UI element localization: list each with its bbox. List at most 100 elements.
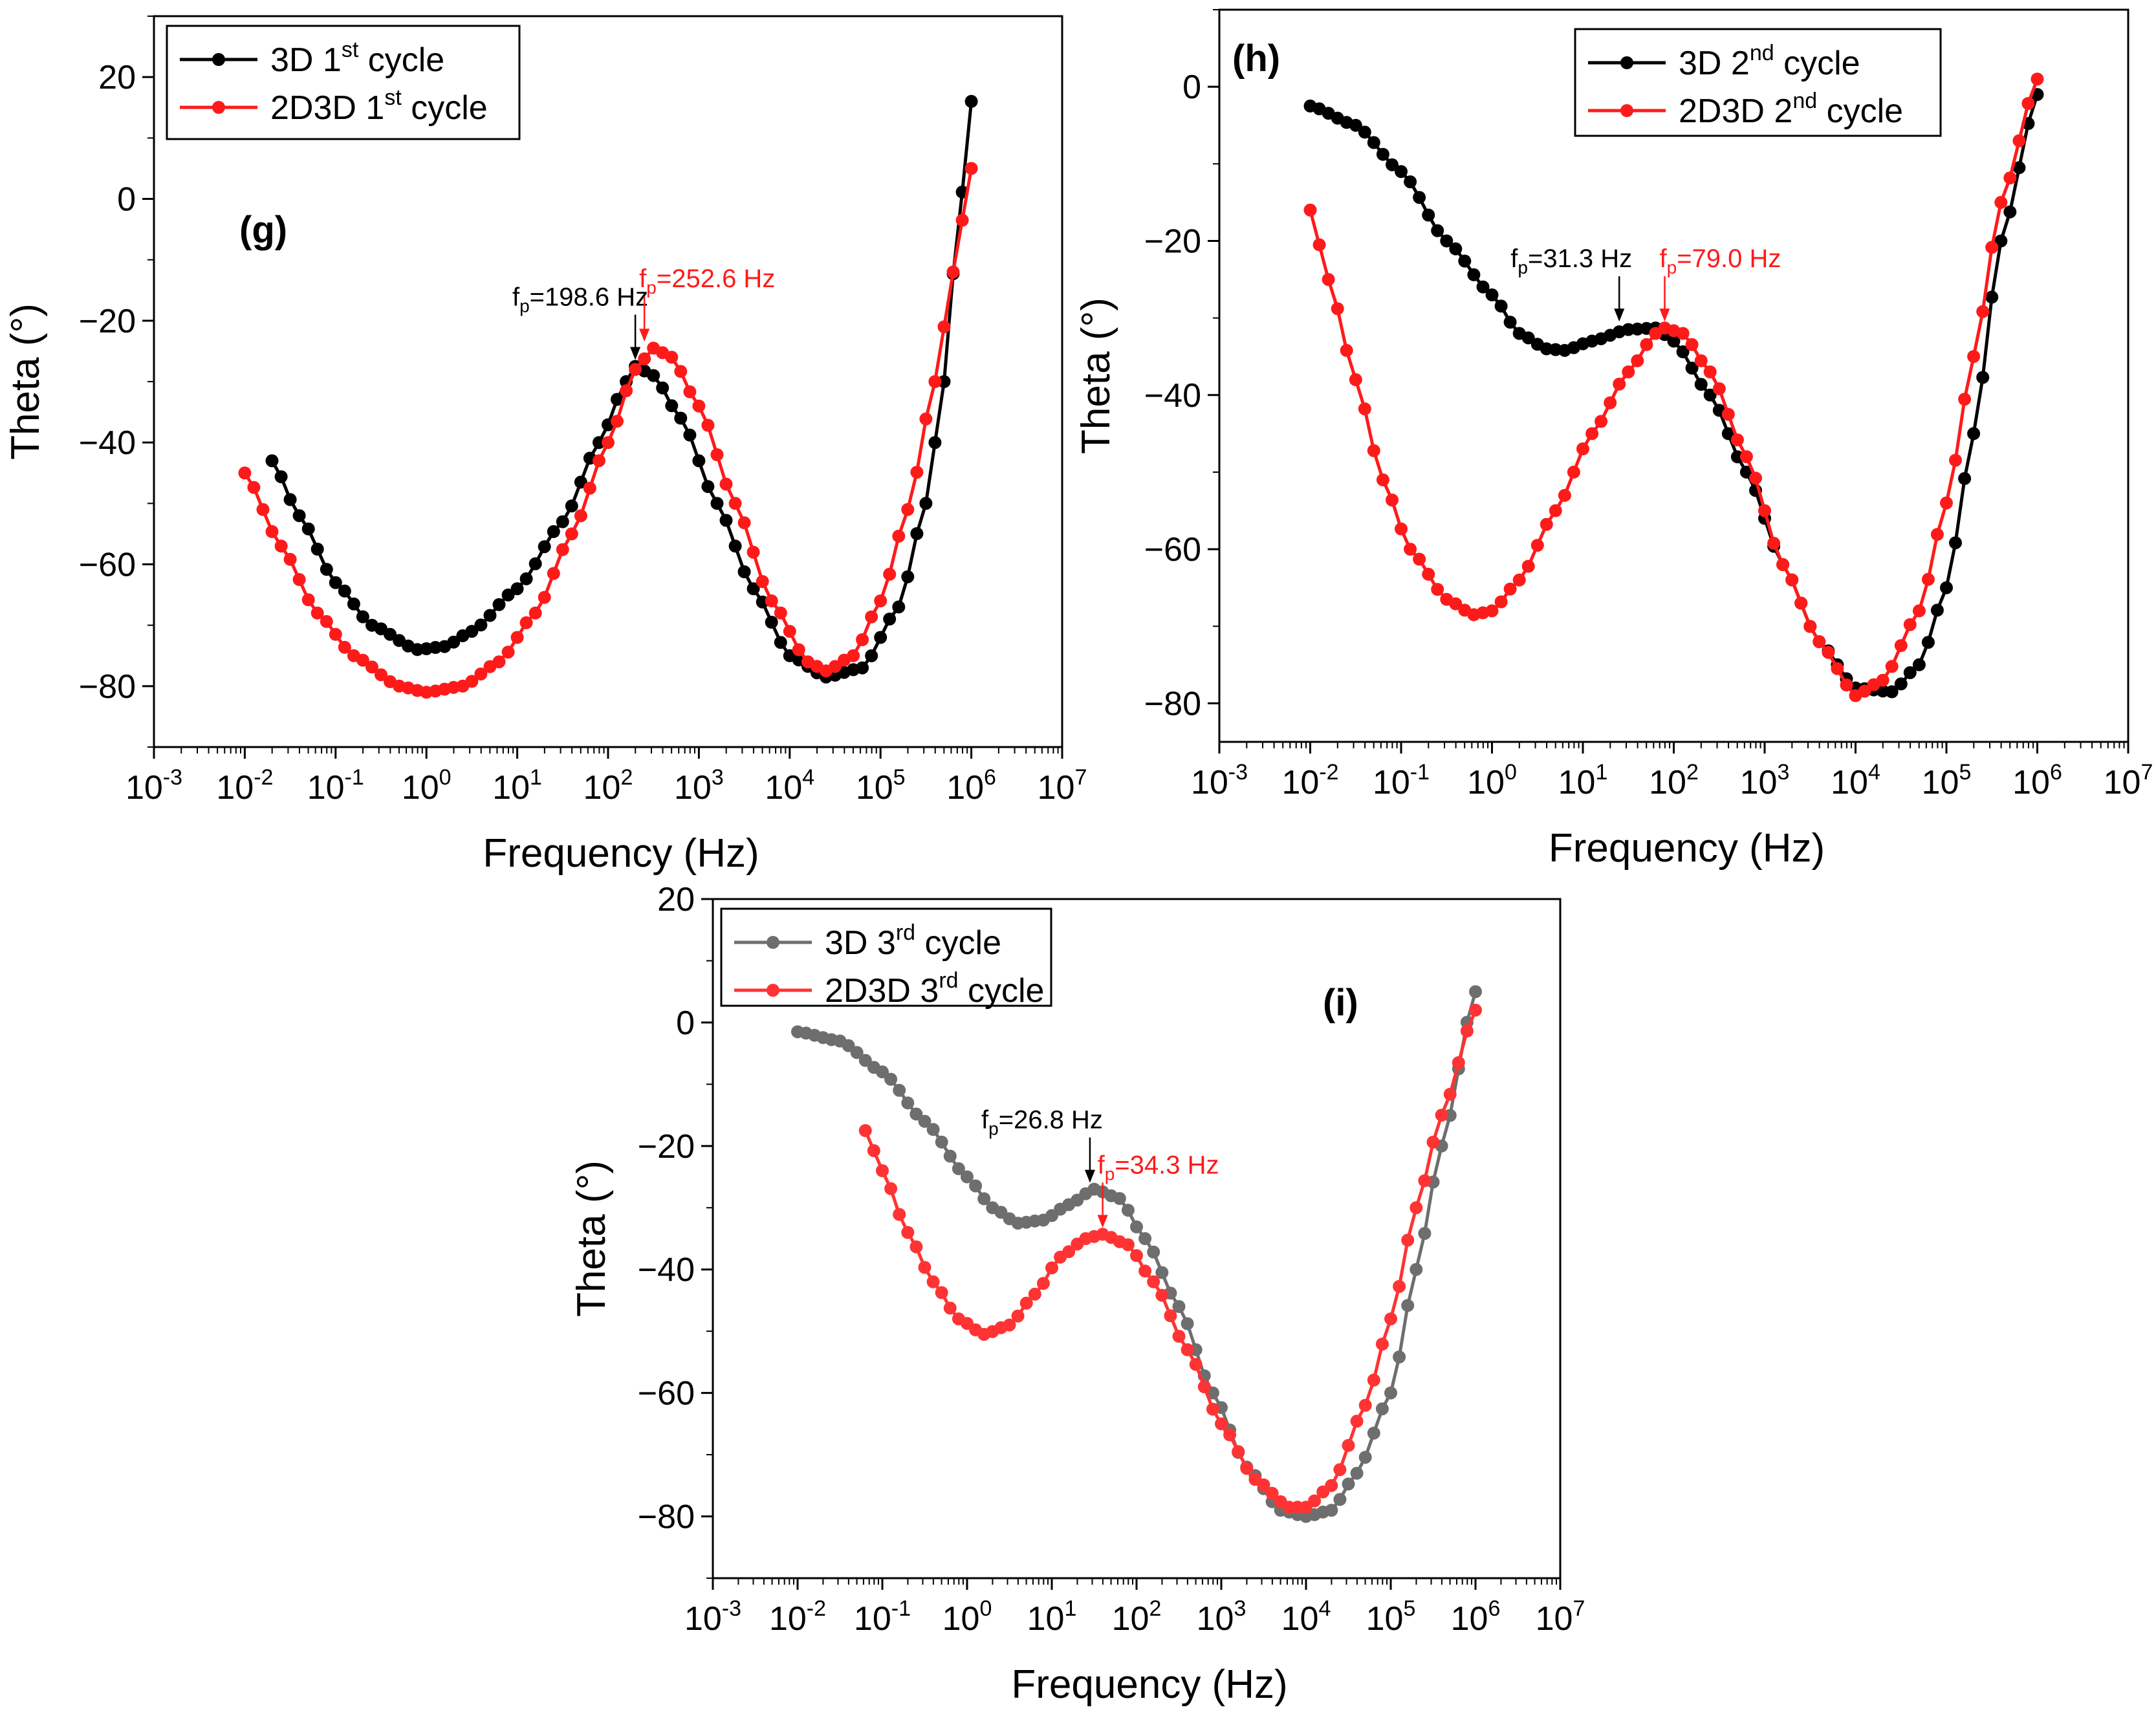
data-point: [474, 618, 488, 632]
data-point: [1036, 1277, 1050, 1290]
y-tick-label: 0: [1182, 69, 1201, 106]
data-point: [611, 393, 624, 406]
data-point: [1431, 583, 1444, 596]
data-point: [728, 539, 742, 553]
data-point: [1676, 345, 1690, 358]
data-point: [774, 636, 787, 649]
x-tick-label: 106: [1451, 1596, 1501, 1638]
data-point: [611, 415, 624, 428]
data-point: [1452, 1056, 1465, 1069]
data-point: [1349, 373, 1362, 386]
data-point: [620, 384, 633, 398]
data-point: [1976, 305, 1990, 318]
data-point: [1386, 158, 1399, 171]
data-point: [943, 1301, 957, 1315]
data-point: [1567, 465, 1580, 479]
series-1: [1303, 72, 2044, 702]
data-point: [1730, 450, 1744, 464]
data-point: [492, 655, 506, 669]
data-point: [1189, 1358, 1203, 1371]
data-point: [1384, 1312, 1397, 1326]
data-point: [856, 633, 869, 646]
data-point: [901, 503, 915, 516]
data-point: [1640, 338, 1653, 351]
data-point: [538, 591, 551, 604]
data-point: [1401, 1299, 1415, 1312]
x-tick-label: 10-3: [1191, 760, 1248, 801]
peak-annotation: fp=252.6 Hz: [639, 265, 775, 342]
data-point: [893, 1083, 906, 1097]
data-point: [701, 480, 715, 494]
x-tick-label: 107: [1038, 765, 1087, 807]
data-point: [1694, 354, 1708, 367]
data-point: [1019, 1296, 1033, 1310]
data-point: [710, 497, 724, 510]
y-axis-title: Theta (°): [3, 303, 48, 460]
data-point: [1121, 1204, 1135, 1217]
annotation-arrow-head: [1614, 309, 1625, 322]
data-point: [1350, 1466, 1364, 1480]
annotation-label: fp=252.6 Hz: [639, 265, 775, 298]
annotation-arrow-head: [1084, 1169, 1095, 1183]
data-point: [1949, 453, 1962, 467]
data-point: [1739, 450, 1753, 464]
data-point: [883, 613, 897, 626]
annotation-arrow-head: [639, 329, 650, 342]
data-point: [1197, 1380, 1211, 1394]
data-point: [528, 557, 542, 570]
data-point: [1540, 517, 1553, 531]
x-tick-label: 103: [1740, 760, 1790, 801]
series-1: [858, 1003, 1482, 1514]
y-tick-label: −80: [79, 668, 136, 706]
data-point: [728, 497, 742, 510]
data-point: [883, 567, 897, 581]
data-point: [737, 565, 751, 578]
annotation-label: fp=79.0 Hz: [1659, 244, 1781, 277]
data-point: [1418, 1227, 1432, 1240]
data-point: [1410, 1201, 1423, 1215]
data-point: [1138, 1232, 1152, 1245]
chart-i: 10-3 10-2 10-1 100 101 102 103 104 105 106 107 20 0 −…: [569, 881, 1585, 1707]
data-point: [1155, 1266, 1169, 1279]
x-tick-label: 103: [674, 765, 724, 807]
data-point: [1469, 985, 1482, 999]
data-point: [1418, 1174, 1432, 1188]
data-point: [1739, 465, 1753, 479]
data-point: [528, 606, 542, 620]
data-point: [1384, 1386, 1397, 1400]
data-point: [1393, 1351, 1406, 1363]
data-point: [926, 1275, 940, 1288]
data-point: [1912, 604, 1926, 618]
data-point: [556, 543, 569, 556]
annotation-label: fp=34.3 Hz: [1098, 1151, 1219, 1184]
data-point: [1494, 299, 1508, 313]
data-point: [1940, 496, 1953, 510]
legend-label: 3D 3rd cycle: [825, 920, 1001, 962]
data-point: [310, 606, 324, 620]
x-axis-title: Frequency (Hz): [1011, 1662, 1287, 1707]
data-point: [384, 627, 397, 641]
data-point: [1595, 415, 1608, 428]
data-point: [1930, 603, 1944, 617]
data-point: [1994, 195, 2008, 209]
annotation-label: fp=31.3 Hz: [1510, 244, 1632, 277]
data-point: [2012, 134, 2026, 147]
legend-marker: [1620, 56, 1633, 69]
data-point: [1604, 396, 1617, 409]
y-tick-label: −60: [79, 547, 136, 584]
x-tick-label: 101: [1558, 760, 1608, 801]
data-point: [1703, 365, 1717, 378]
data-point: [1460, 1025, 1474, 1037]
data-point: [1813, 635, 1826, 649]
data-point: [1350, 1415, 1364, 1428]
data-point: [320, 563, 333, 576]
panel-label: (h): [1232, 38, 1280, 80]
data-point: [1413, 191, 1426, 204]
data-point: [1903, 618, 1917, 631]
legend-marker: [767, 984, 779, 997]
y-tick-label: 20: [657, 881, 695, 918]
data-point: [1930, 528, 1944, 541]
data-point: [1376, 473, 1389, 486]
data-point: [1358, 402, 1371, 416]
